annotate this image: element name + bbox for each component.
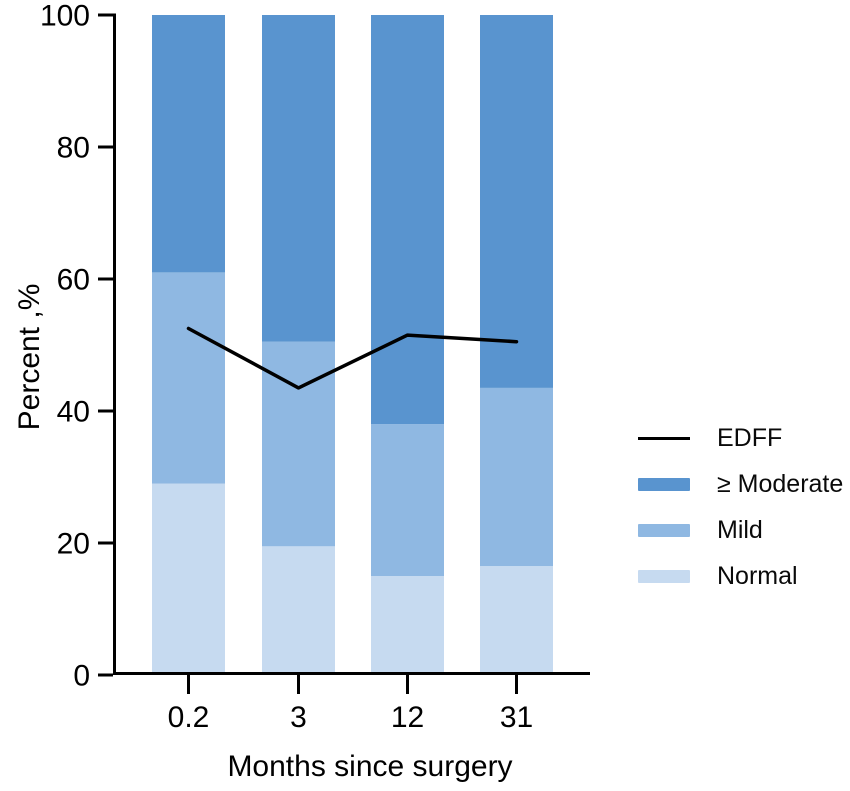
bar-segment-31-Normal [480,566,553,675]
legend-item-edff: EDFF [638,415,843,461]
bar-segment-3-Normal [262,546,335,675]
y-axis-title: Percent ,% [13,283,46,431]
y-tick-label: 100 [40,0,90,33]
x-axis-title: Months since surgery [227,750,513,783]
edff-line [186,326,519,390]
legend-item-mild: Mild [638,507,843,553]
bar-segment-3-≥ Moderate [262,15,335,342]
x-tick-label: 3 [290,701,307,734]
bar-segment-0.2-≥ Moderate [152,15,225,273]
x-tick-label: 12 [391,701,424,734]
bar-segment-12-Mild [371,424,444,576]
mild-color-swatch-icon [638,523,690,537]
bar-segment-12-≥ Moderate [371,15,444,425]
bar-segment-0.2-Normal [152,483,225,675]
legend-label: EDFF [717,423,783,452]
bar-segment-0.2-Mild [152,272,225,484]
y-tick-label: 40 [57,396,90,429]
y-tick-label: 60 [57,264,90,297]
edff-line-swatch-icon [638,436,690,440]
bar-segment-31-≥ Moderate [480,15,553,388]
stacked-bars [152,15,553,675]
axes [113,13,590,675]
moderate-color-swatch-icon [638,477,690,491]
y-tick-label: 0 [73,660,90,693]
legend-item-normal: Normal [638,553,843,599]
bar-segment-31-Mild [480,387,553,567]
x-tick-label: 0.2 [168,701,210,734]
legend-label: Normal [717,561,798,590]
bar-segment-12-Normal [371,576,444,675]
y-tick-label: 80 [57,132,90,165]
legend: EDFF ≥ Moderate Mild Normal [638,415,843,599]
edff-line-series [186,326,519,390]
legend-label: Mild [717,515,763,544]
tick-labels: 0 20 40 60 80 100 0.2 3 12 31 [40,0,533,734]
x-tick-label: 31 [500,701,533,734]
y-tick-label: 20 [57,528,90,561]
legend-item-moderate: ≥ Moderate [638,461,843,507]
normal-color-swatch-icon [638,569,690,583]
legend-label: ≥ Moderate [717,469,844,498]
